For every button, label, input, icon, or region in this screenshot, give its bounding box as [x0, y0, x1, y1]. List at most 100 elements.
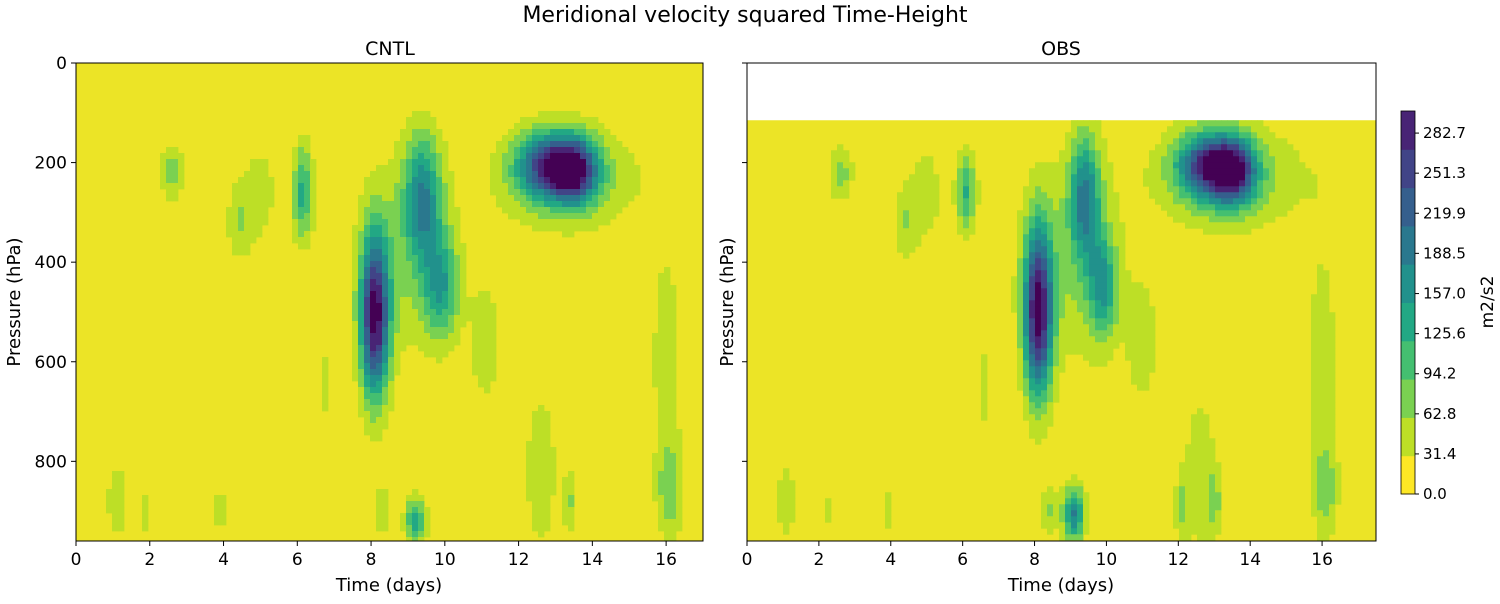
heatmap-cell — [1257, 162, 1264, 169]
heatmap-cell — [670, 345, 677, 352]
heatmap-cell — [1095, 264, 1102, 271]
heatmap-cell — [1065, 258, 1072, 265]
heatmap-cell — [298, 195, 305, 202]
heatmap-cell — [1089, 222, 1096, 229]
heatmap-cell — [484, 327, 491, 334]
heatmap-cell — [1083, 336, 1090, 343]
heatmap-cell — [1077, 204, 1084, 211]
heatmap-cell — [106, 489, 113, 496]
heatmap-cell — [574, 147, 581, 154]
colorbar-tick-label: 94.2 — [1423, 365, 1456, 383]
heatmap-cell — [394, 309, 401, 316]
heatmap-cell — [172, 195, 179, 202]
heatmap-cell — [1083, 258, 1090, 265]
heatmap-cell — [1059, 360, 1066, 367]
heatmap-cell — [376, 411, 383, 418]
heatmap-cell — [1047, 168, 1054, 175]
heatmap-cell — [1323, 510, 1330, 517]
heatmap-cell — [1191, 204, 1198, 211]
heatmap-cell — [664, 279, 671, 286]
heatmap-cell — [1065, 528, 1072, 535]
heatmap-cell — [364, 315, 371, 322]
heatmap-cell — [658, 465, 665, 472]
heatmap-cell — [1215, 522, 1222, 529]
heatmap-cell — [1059, 492, 1066, 499]
heatmap-cell — [400, 339, 407, 346]
heatmap-cell — [1023, 210, 1030, 217]
heatmap-cell — [358, 315, 365, 322]
heatmap-cell — [1023, 204, 1030, 211]
heatmap-cell — [1059, 282, 1066, 289]
heatmap-cell — [376, 429, 383, 436]
heatmap-cell — [1329, 480, 1336, 487]
heatmap-cell — [1137, 384, 1144, 391]
heatmap-cell — [1071, 318, 1078, 325]
heatmap-cell — [358, 297, 365, 304]
heatmap-cell — [430, 189, 437, 196]
heatmap-cell — [664, 297, 671, 304]
heatmap-cell — [1317, 414, 1324, 421]
heatmap-cell — [1191, 222, 1198, 229]
heatmap-cell — [1263, 180, 1270, 187]
heatmap-cell — [652, 357, 659, 364]
heatmap-cell — [921, 156, 928, 163]
heatmap-cell — [921, 228, 928, 235]
heatmap-cell — [460, 249, 467, 256]
heatmap-cell — [1119, 264, 1126, 271]
heatmap-cell — [1101, 150, 1108, 157]
heatmap-cell — [382, 339, 389, 346]
heatmap-cell — [1209, 492, 1216, 499]
heatmap-cell — [1317, 372, 1324, 379]
heatmap-cell — [214, 507, 221, 514]
heatmap-cell — [370, 183, 377, 190]
heatmap-cell — [574, 159, 581, 166]
heatmap-cell — [1047, 240, 1054, 247]
heatmap-cell — [1095, 126, 1102, 133]
heatmap-cell — [418, 519, 425, 526]
heatmap-cell — [592, 123, 599, 130]
heatmap-cell — [538, 525, 545, 532]
heatmap-cell — [1317, 474, 1324, 481]
heatmap-cell — [412, 207, 419, 214]
heatmap-cell — [658, 507, 665, 514]
heatmap-cell — [1041, 366, 1048, 373]
heatmap-cell — [400, 519, 407, 526]
heatmap-cell — [262, 159, 269, 166]
heatmap-cell — [909, 192, 916, 199]
heatmap-cell — [388, 363, 395, 370]
heatmap-cell — [1221, 168, 1228, 175]
heatmap-cell — [262, 201, 269, 208]
heatmap-cell — [1317, 408, 1324, 415]
heatmap-cell — [604, 213, 611, 220]
heatmap-cell — [394, 249, 401, 256]
heatmap-cell — [1065, 162, 1072, 169]
heatmap-cell — [664, 531, 671, 538]
heatmap-cell — [1071, 246, 1078, 253]
heatmap-cell — [1131, 288, 1138, 295]
heatmap-cell — [1095, 150, 1102, 157]
heatmap-cell — [352, 243, 359, 250]
heatmap-cell — [400, 345, 407, 352]
heatmap-cell — [1041, 300, 1048, 307]
heatmap-cell — [364, 399, 371, 406]
heatmap-cell — [1029, 342, 1036, 349]
heatmap-cell — [1197, 156, 1204, 163]
heatmap-cell — [1197, 450, 1204, 457]
heatmap-cell — [909, 234, 916, 241]
heatmap-cell — [1311, 300, 1318, 307]
heatmap-cell — [382, 165, 389, 172]
heatmap-cell — [538, 483, 545, 490]
heatmap-cell — [352, 321, 359, 328]
heatmap-cell — [927, 168, 934, 175]
heatmap-cell — [1065, 150, 1072, 157]
heatmap-cell — [1245, 138, 1252, 145]
heatmap-cell — [442, 213, 449, 220]
heatmap-cell — [592, 153, 599, 160]
heatmap-cell — [825, 504, 832, 511]
heatmap-cell — [1059, 246, 1066, 253]
heatmap-cell — [831, 180, 838, 187]
heatmap-cell — [1263, 168, 1270, 175]
heatmap-cell — [1239, 210, 1246, 217]
heatmap-cell — [676, 429, 683, 436]
heatmap-cell — [1215, 228, 1222, 235]
